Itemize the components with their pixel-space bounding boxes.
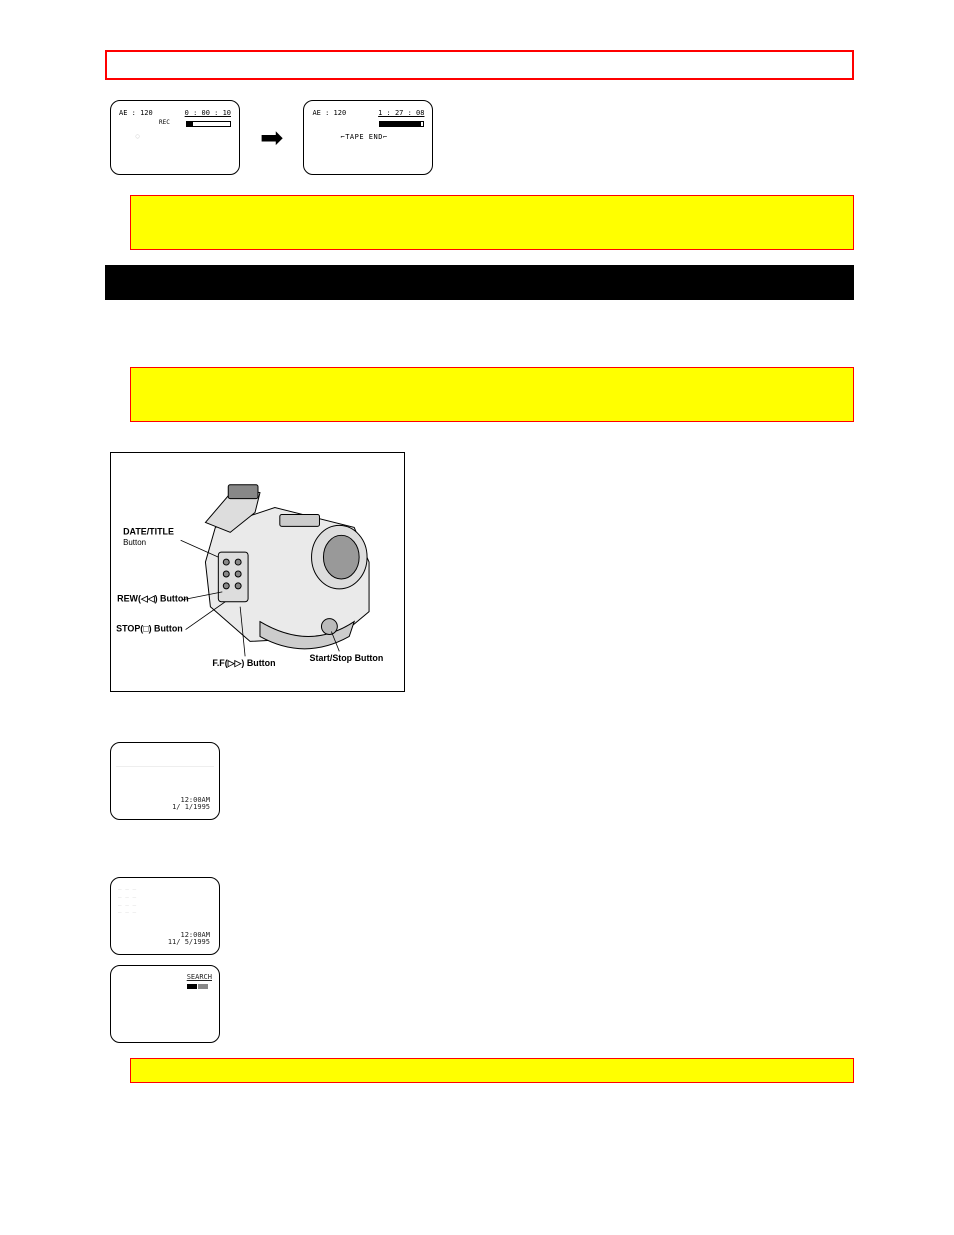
small-display-2: — — —— — —— — —— — — 12:00AM 11/ 5/1995 (110, 877, 220, 955)
small-display-3: SEARCH (110, 965, 220, 1043)
highlight-bar-2 (130, 367, 854, 422)
lcd-time-label: 1 : 27 : 08 (378, 109, 424, 117)
arrow-right-icon: ➡ (260, 121, 283, 154)
section-divider-black (105, 265, 854, 300)
sd2-text: 12:00AM 11/ 5/1995 (168, 932, 210, 947)
lcd-time-label: 0 : 00 : 10 (185, 109, 231, 117)
label-startstop: Start/Stop Button (310, 653, 384, 663)
highlight-bar-1 (130, 195, 854, 250)
lcd-ae-label: AE : 120 (119, 109, 153, 117)
sd3-search-label: SEARCH (187, 973, 212, 981)
label-stop: STOP(□) Button (116, 624, 183, 634)
lcd-ae-label: AE : 120 (312, 109, 346, 117)
lcd-display-start: AE : 120 0 : 00 : 10 REC ○ (110, 100, 240, 175)
small-display-1: 12:00AM 1/ 1/1995 (110, 742, 220, 820)
label-rew: REW(◁◁) Button (117, 594, 189, 604)
lcd-display-end: AE : 120 1 : 27 : 08 ⌐TAPE END⌐ (303, 100, 433, 175)
label-date-title: DATE/TITLE (123, 526, 174, 536)
lcd-displays-row: AE : 120 0 : 00 : 10 REC ○ ➡ AE : 120 1 … (110, 100, 854, 175)
lcd-tape-bar (379, 121, 424, 127)
camera-diagram: DATE/TITLE Button REW(◁◁) Button STOP(□)… (110, 452, 405, 692)
lcd-tape-end-label: ⌐TAPE END⌐ (340, 133, 387, 141)
lcd-rec-label: REC (159, 119, 170, 126)
lcd-tape-bar (186, 121, 231, 127)
highlight-bar-3 (130, 1058, 854, 1083)
label-button-sub: Button (123, 538, 146, 547)
red-outlined-banner (105, 50, 854, 80)
label-ff: F.F(▷▷) Button (212, 658, 275, 668)
sd3-bar-icon (187, 983, 212, 988)
sd1-text: 12:00AM 1/ 1/1995 (172, 797, 210, 812)
